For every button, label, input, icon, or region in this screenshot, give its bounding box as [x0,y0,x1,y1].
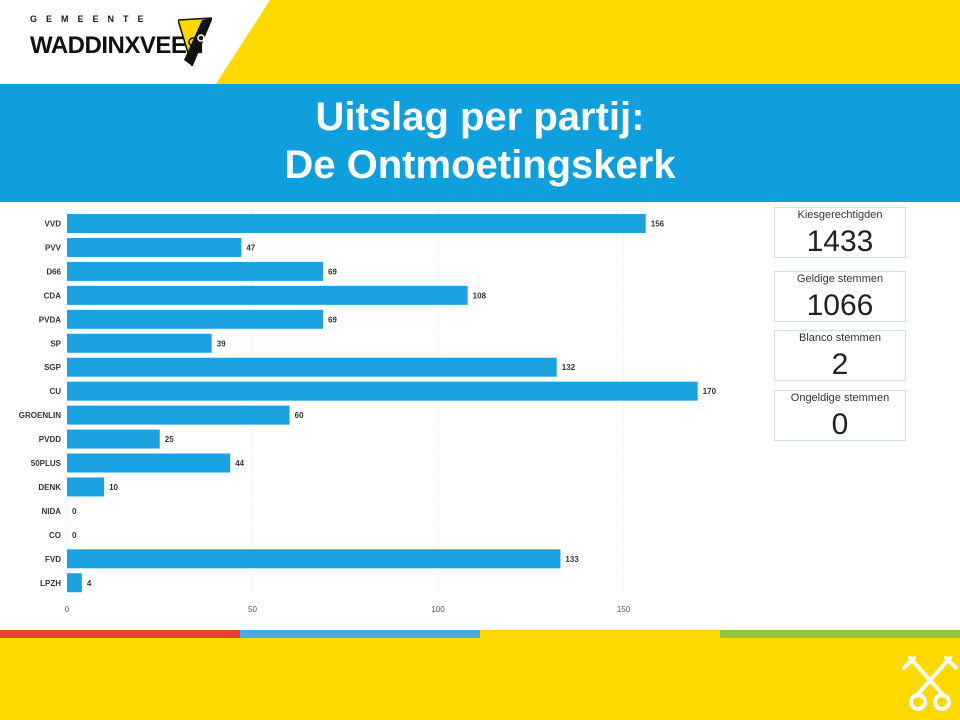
stat-card-ongeldige-stemmen: Ongeldige stemmen 0 [774,390,906,441]
stat-label: Ongeldige stemmen [790,392,890,404]
value-label: 0 [72,507,77,516]
stat-value: 1433 [806,225,874,258]
category-label: PVV [45,243,62,252]
value-label: 44 [235,459,244,468]
bar[interactable] [67,261,323,281]
category-label: FVD [45,555,61,564]
bar[interactable] [67,429,160,449]
value-label: 25 [165,435,174,444]
value-label: 4 [87,579,92,588]
bar[interactable] [67,477,105,497]
value-label: 10 [109,483,118,492]
stat-value: 0 [831,408,849,441]
category-label: PVDD [39,435,61,444]
stripe-green [720,630,960,638]
logo-small-text: GEMEENTE [30,14,153,24]
category-label: SGP [44,363,62,372]
x-tick-label: 0 [65,605,70,614]
value-label: 133 [565,555,579,564]
stat-value: 2 [831,348,849,381]
category-label: LPZH [40,579,61,588]
header-yellow-shape [212,0,960,90]
logo-emblem-icon [178,17,212,66]
bar[interactable] [67,214,646,233]
bar[interactable] [67,405,290,425]
category-label: PVDA [39,315,61,324]
stat-label: Geldige stemmen [796,273,884,285]
stripe-yellow [480,630,720,638]
category-label: VVD [45,220,62,229]
value-label: 132 [562,363,576,372]
footer-band [0,638,960,720]
category-label: CO [49,531,61,540]
page-title: Uitslag per partij: [315,95,645,139]
value-label: 69 [328,267,337,276]
municipality-logo[interactable]: GEMEENTE WADDINXVEEN [30,14,220,70]
bar[interactable] [67,309,323,329]
value-label: 39 [217,339,226,348]
value-label: 0 [72,531,77,540]
x-tick-label: 100 [431,605,445,614]
header-band: GEMEENTE WADDINXVEEN [0,0,960,90]
stat-card-blanco-stemmen: Blanco stemmen 2 [774,330,906,381]
bar[interactable] [67,573,82,593]
value-label: 47 [246,243,255,252]
value-label: 108 [473,291,487,300]
bar[interactable] [67,453,231,473]
category-label: CDA [44,291,62,300]
category-label: 50PLUS [31,459,62,468]
color-stripes [0,630,960,638]
logo-name-text: WADDINXVEEN [30,32,204,59]
stat-label: Blanco stemmen [799,332,881,344]
value-label: 156 [651,220,665,229]
value-label: 60 [295,411,304,420]
value-label: 69 [328,315,337,324]
category-label: NIDA [41,507,61,516]
bar[interactable] [67,549,561,569]
x-tick-label: 150 [617,605,631,614]
category-label: CU [49,387,61,396]
stat-card-geldige-stemmen: Geldige stemmen 1066 [774,271,906,322]
x-tick-label: 50 [248,605,257,614]
category-label: D66 [46,267,61,276]
bar[interactable] [67,357,557,377]
category-label: SP [50,339,61,348]
bar[interactable] [67,381,698,401]
category-label: DENK [38,483,61,492]
category-label: GROENLIN [19,411,61,420]
stripe-red [0,630,240,638]
stripe-blue [240,630,480,638]
stat-card-kiesgerechtigden: Kiesgerechtigden 1433 [774,207,906,258]
bar[interactable] [67,285,468,305]
page-subtitle: De Ontmoetingskerk [284,143,676,187]
bar[interactable] [67,237,242,257]
stat-value: 1066 [806,289,874,322]
title-banner: Uitslag per partij: De Ontmoetingskerk [0,84,960,202]
value-label: 170 [703,387,717,396]
keys-emblem-icon [902,656,958,711]
bar[interactable] [67,333,212,353]
stat-label: Kiesgerechtigden [797,209,883,221]
